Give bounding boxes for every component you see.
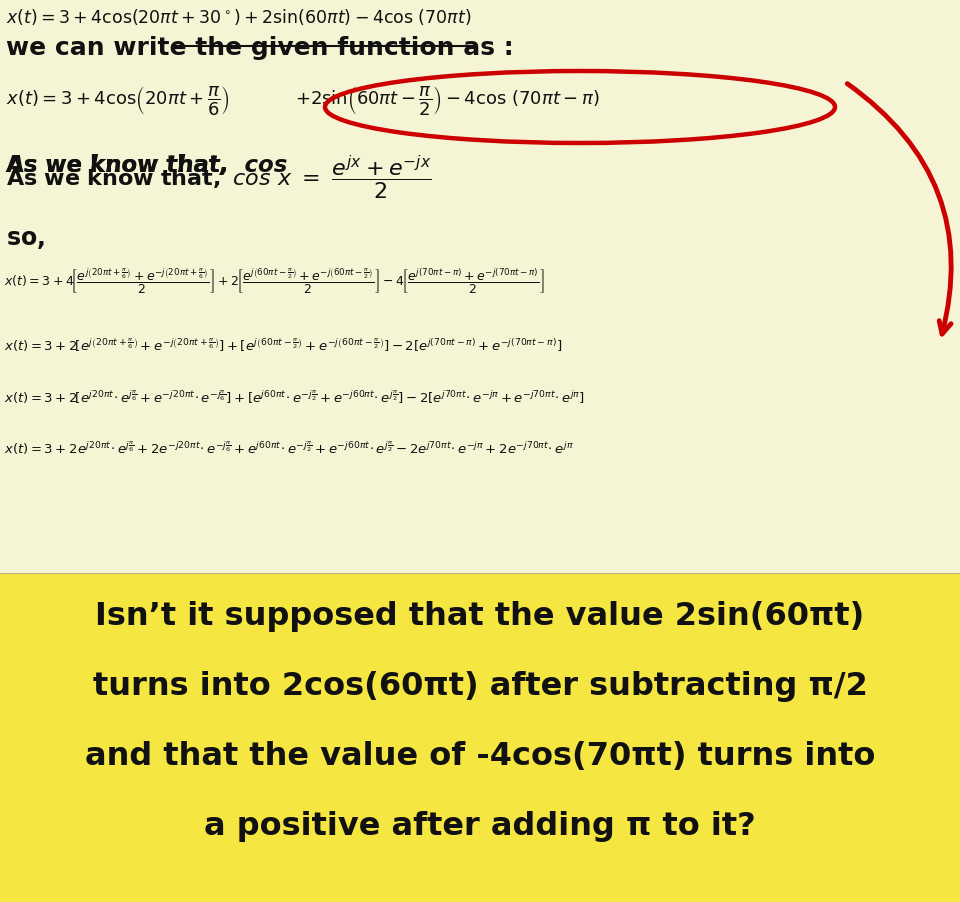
Text: $x(t)=3+2e^{j20\pi t}\!\cdot e^{j\frac{\pi}{6}}+2e^{-j20\pi t}\!\cdot e^{-j\frac: $x(t)=3+2e^{j20\pi t}\!\cdot e^{j\frac{\… <box>4 440 574 457</box>
Text: As we know that,: As we know that, <box>6 154 228 177</box>
FancyArrowPatch shape <box>848 84 951 334</box>
Text: $x(t) = 3 + 4\cos(20\pi t + 30^\circ) + 2\sin(60\pi t) - 4\cos\,(70\pi t)$: $x(t) = 3 + 4\cos(20\pi t + 30^\circ) + … <box>6 7 471 27</box>
Text: $\mathbf{so,}$: $\mathbf{so,}$ <box>6 227 45 251</box>
Text: we can write the given function as :: we can write the given function as : <box>6 36 514 60</box>
Text: $\mathbf{As\ we\ know\ that,}\ \mathit{cos}\ x\ =\ \dfrac{e^{jx}+e^{-jx}}{2}$: $\mathbf{As\ we\ know\ that,}\ \mathit{c… <box>6 154 432 202</box>
Text: Isn’t it supposed that the value 2sin(60πt): Isn’t it supposed that the value 2sin(60… <box>95 601 865 632</box>
Text: and that the value of -4cos(70πt) turns into: and that the value of -4cos(70πt) turns … <box>84 741 876 772</box>
Text: a positive after adding π to it?: a positive after adding π to it? <box>204 811 756 842</box>
Text: turns into 2cos(60πt) after subtracting π/2: turns into 2cos(60πt) after subtracting … <box>92 671 868 702</box>
Text: $+ 2\sin\!\left(60\pi t - \dfrac{\pi}{2}\right) - 4\cos\,(70\pi t - \pi)$: $+ 2\sin\!\left(60\pi t - \dfrac{\pi}{2}… <box>295 84 599 117</box>
Text: $x(t) = 3 + 4\cos\!\left(20\pi t + \dfrac{\pi}{6}\right)$: $x(t) = 3 + 4\cos\!\left(20\pi t + \dfra… <box>6 84 230 117</box>
Text: $x(t)=3+2\!\left[e^{j20\pi t}\!\cdot e^{j\frac{\pi}{6}}+e^{-j20\pi t}\!\cdot e^{: $x(t)=3+2\!\left[e^{j20\pi t}\!\cdot e^{… <box>4 389 585 406</box>
Text: $x(t)=3+4\!\left[\dfrac{e^{j\left(20\pi t+\frac{\pi}{6}\right)}+e^{-j\left(20\pi: $x(t)=3+4\!\left[\dfrac{e^{j\left(20\pi … <box>4 267 544 296</box>
Bar <box>0 573 960 902</box>
Text: $x(t)=3+2\!\left[e^{j\left(20\pi t+\frac{\pi}{6}\right)}+e^{-j\left(20\pi t+\fra: $x(t)=3+2\!\left[e^{j\left(20\pi t+\frac… <box>4 337 563 354</box>
Text: As we know that,  cos: As we know that, cos <box>6 154 296 177</box>
